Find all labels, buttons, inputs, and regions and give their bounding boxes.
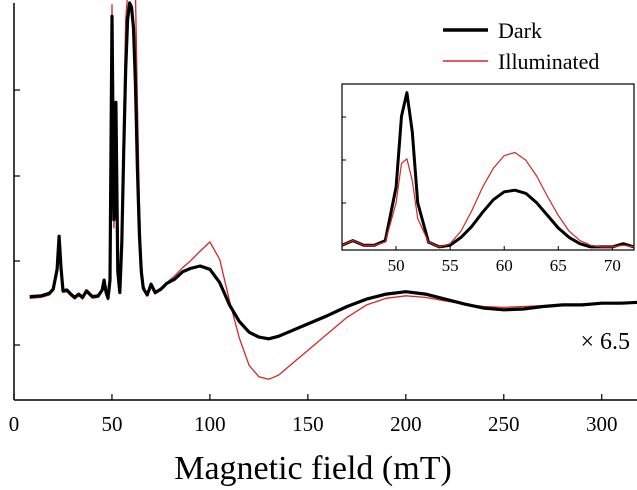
inset-x-tick-label: 70 xyxy=(604,256,621,275)
legend: Dark Illuminated xyxy=(443,18,599,74)
main-series-dark xyxy=(29,1,637,341)
inset-x-tick-label: 50 xyxy=(388,256,405,275)
inset-series-dark xyxy=(341,91,635,249)
legend-label-dark: Dark xyxy=(498,18,542,43)
legend-label-illuminated: Illuminated xyxy=(498,49,599,74)
inset-x-tick-label: 55 xyxy=(442,256,459,275)
x-axis-title: Magnetic field (mT) xyxy=(174,450,452,487)
main-x-tick-label: 0 xyxy=(9,412,20,436)
main-x-tick-label: 250 xyxy=(488,412,520,436)
main-x-tick-label: 100 xyxy=(194,412,226,436)
main-x-tick-label: 200 xyxy=(390,412,422,436)
inset-x-tick-label: 60 xyxy=(496,256,513,275)
main-x-tick-label: 150 xyxy=(292,412,324,436)
inset-chart: 50 55 60 65 70 xyxy=(341,83,635,275)
inset-x-tick-label: 65 xyxy=(550,256,567,275)
main-x-tick-label: 300 xyxy=(586,412,618,436)
inset-series-illuminated xyxy=(341,151,635,248)
inset-frame xyxy=(341,83,635,251)
scale-factor-annotation: × 6.5 xyxy=(580,329,630,355)
main-x-tick-label: 50 xyxy=(101,412,122,436)
